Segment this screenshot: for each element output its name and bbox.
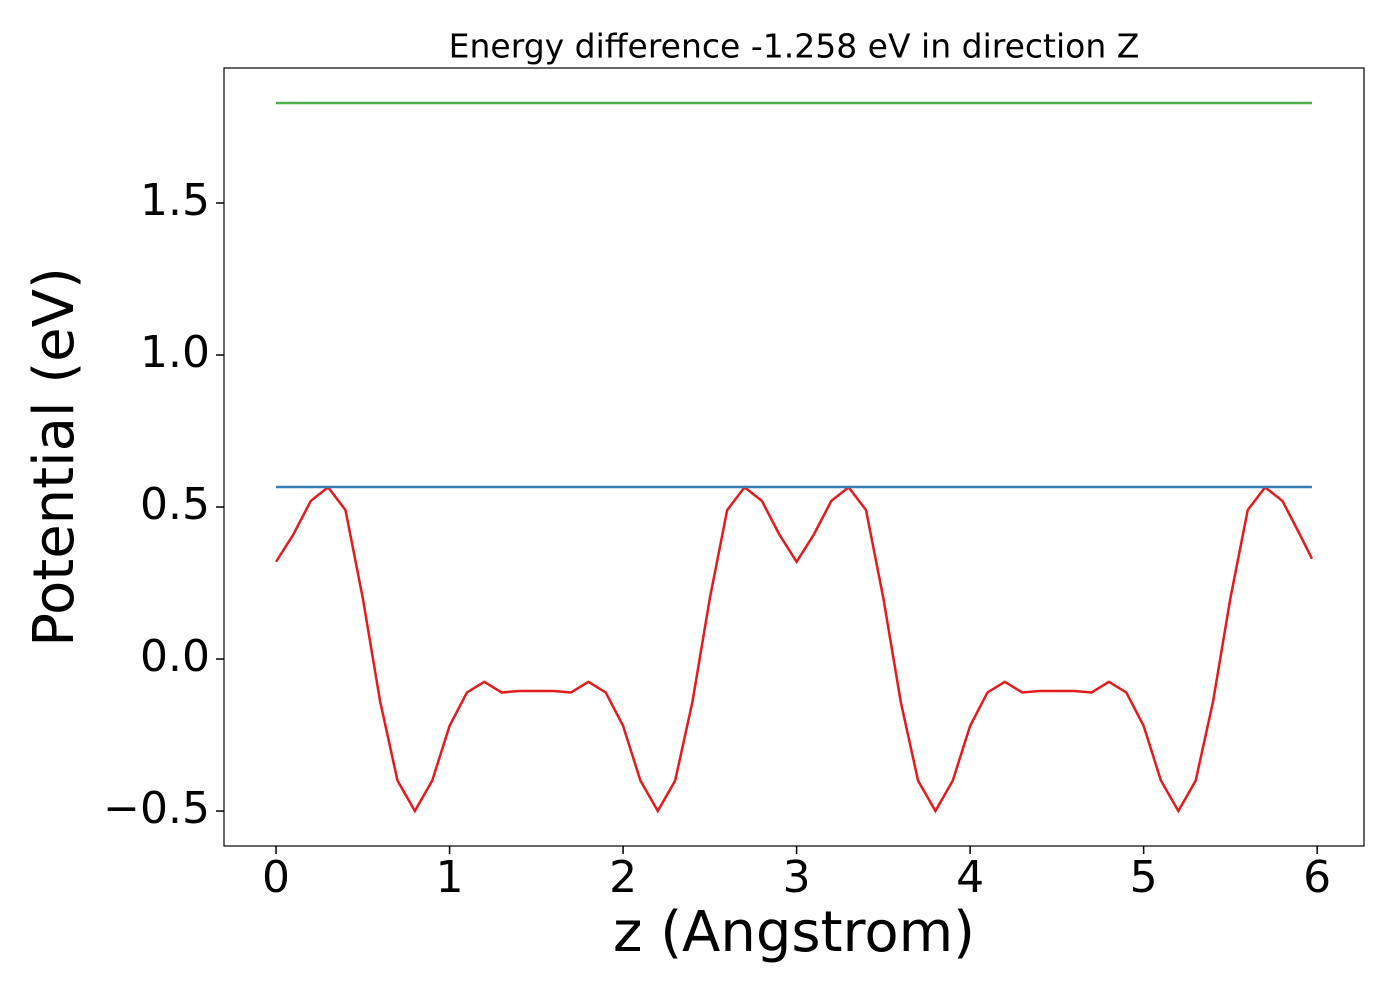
x-tick-label: 4 — [956, 852, 984, 903]
y-tick-label: 1.5 — [140, 175, 210, 226]
x-tick-label: 0 — [262, 852, 290, 903]
x-tick-label: 5 — [1130, 852, 1158, 903]
x-tick-label: 6 — [1303, 852, 1331, 903]
chart-title: Energy difference -1.258 eV in direction… — [449, 27, 1140, 66]
y-axis-label: Potential (eV) — [22, 267, 87, 647]
x-tick-label: 1 — [436, 852, 464, 903]
y-tick-label: 0.0 — [140, 631, 210, 682]
x-tick-label: 3 — [783, 852, 811, 903]
x-axis-label: z (Angstrom) — [613, 900, 975, 965]
data-line — [274, 485, 1314, 814]
y-tick-label: 0.5 — [140, 479, 210, 530]
x-tick-label: 2 — [609, 852, 637, 903]
y-tick-label: 1.0 — [140, 327, 210, 378]
plot-frame — [223, 67, 1365, 847]
y-tick-label: −0.5 — [103, 783, 210, 834]
